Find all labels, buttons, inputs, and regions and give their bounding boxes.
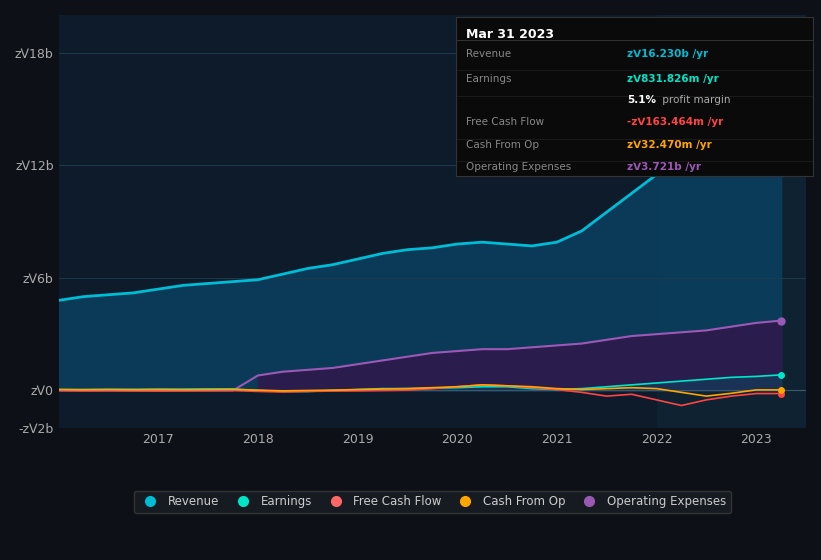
- Text: Cash From Op: Cash From Op: [466, 139, 539, 150]
- Legend: Revenue, Earnings, Free Cash Flow, Cash From Op, Operating Expenses: Revenue, Earnings, Free Cash Flow, Cash …: [134, 491, 731, 513]
- Text: Earnings: Earnings: [466, 74, 511, 84]
- Text: Free Cash Flow: Free Cash Flow: [466, 118, 544, 127]
- Text: Operating Expenses: Operating Expenses: [466, 162, 571, 172]
- Bar: [657, 15, 806, 428]
- Text: zᐯ3.721b /yr: zᐯ3.721b /yr: [627, 162, 701, 172]
- Text: profit margin: profit margin: [659, 95, 731, 105]
- Text: zᐯ831.826m /yr: zᐯ831.826m /yr: [627, 74, 719, 84]
- Text: zᐯ16.230b /yr: zᐯ16.230b /yr: [627, 49, 709, 59]
- Text: Mar 31 2023: Mar 31 2023: [466, 28, 554, 41]
- Text: Revenue: Revenue: [466, 49, 511, 59]
- Text: 5.1%: 5.1%: [627, 95, 656, 105]
- Text: -zᐯ163.464m /yr: -zᐯ163.464m /yr: [627, 118, 723, 127]
- Text: zᐯ32.470m /yr: zᐯ32.470m /yr: [627, 139, 712, 150]
